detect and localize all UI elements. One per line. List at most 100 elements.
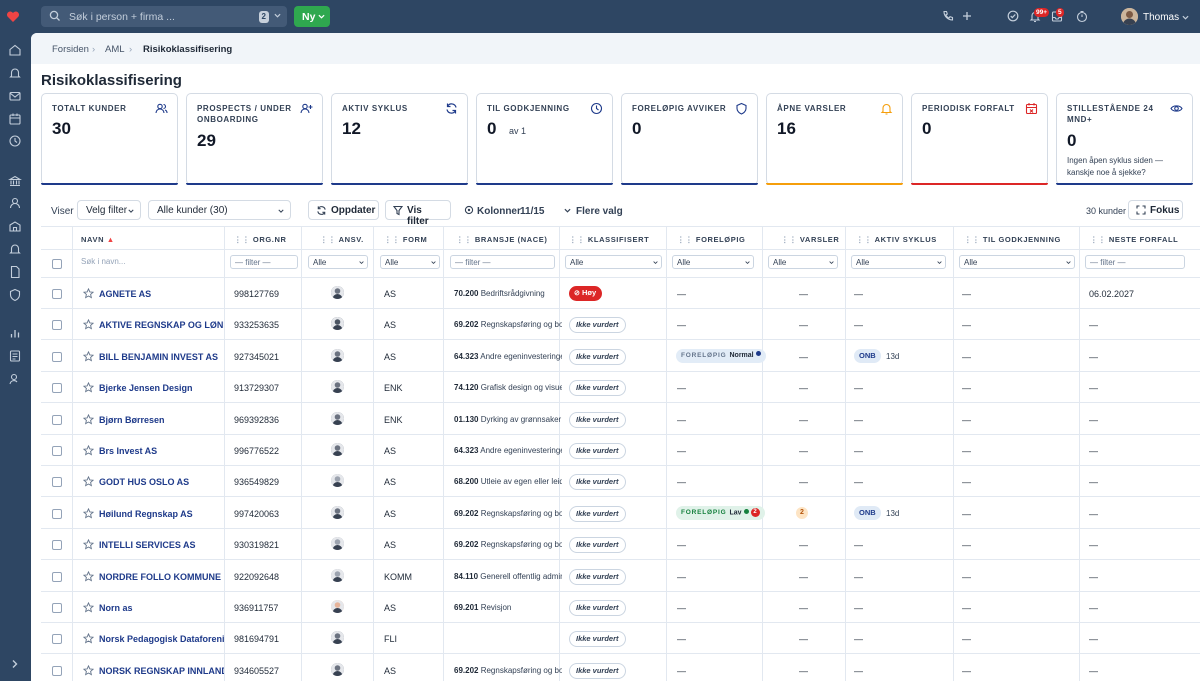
new-button[interactable]: Ny [294, 6, 330, 27]
classification-badge[interactable]: Ikke vurdert [569, 443, 626, 459]
col-header-orgnr[interactable]: ⋮⋮ ORG.NR [234, 235, 287, 244]
stat-card[interactable]: FORELØPIG AVVIKER 0 [621, 93, 758, 185]
columns-button[interactable]: Kolonner [477, 206, 521, 217]
responsible-avatar[interactable] [331, 505, 344, 519]
gear-icon[interactable] [464, 205, 474, 215]
star-icon[interactable] [83, 539, 94, 550]
row-checkbox[interactable] [52, 571, 62, 582]
classification-badge[interactable]: Ikke vurdert [569, 411, 626, 428]
classification-badge-high[interactable]: ⊘ Høy [569, 286, 603, 301]
row-checkbox[interactable] [52, 446, 62, 456]
alerts-count-badge[interactable]: 2 [796, 506, 808, 519]
responsible-avatar[interactable] [331, 411, 344, 425]
document-icon[interactable] [8, 265, 22, 279]
customers-select[interactable]: Alle kunder (30) [148, 200, 291, 220]
table-row[interactable]: NORDRE FOLLO KOMMUNE 922092648 KOMM 84.110 … [41, 561, 1200, 592]
customer-name-link[interactable]: Bjerke Jensen Design [99, 383, 193, 394]
col-header-active-cycle[interactable]: ⋮⋮ AKTIV SYKLUS [856, 235, 937, 244]
col-header-approval[interactable]: ⋮⋮ TIL GODKJENNING [964, 235, 1061, 244]
preliminary-badge[interactable]: FORELØPIG Normal [676, 348, 766, 363]
table-row[interactable]: Bjerke Jensen Design 913729307 ENK 74.120 G… [41, 372, 1200, 404]
star-icon[interactable] [83, 602, 94, 613]
customer-name-link[interactable]: Bjørn Børresen [99, 414, 165, 425]
row-checkbox[interactable] [52, 508, 62, 519]
table-row[interactable]: Brs Invest AS 996776522 AS 64.323 Andre ege… [41, 435, 1200, 466]
col-header-form[interactable]: ⋮⋮ FORM [384, 235, 428, 244]
focus-button[interactable]: Fokus [1128, 200, 1183, 220]
mail-icon[interactable] [8, 89, 22, 103]
customer-name-link[interactable]: Høilund Regnskap AS [99, 508, 193, 519]
plus-icon[interactable] [962, 10, 972, 22]
expand-sidebar-icon[interactable] [8, 657, 22, 671]
responsible-avatar[interactable] [331, 537, 344, 551]
user-avatar[interactable] [1121, 8, 1138, 25]
bank-icon[interactable] [8, 174, 22, 188]
breadcrumb-aml[interactable]: AML [105, 44, 125, 55]
customer-name-link[interactable]: Brs Invest AS [99, 446, 158, 456]
orgnr-filter-input[interactable]: — filter — [230, 255, 298, 269]
logo-icon[interactable] [6, 10, 20, 24]
star-icon[interactable] [83, 288, 94, 299]
row-checkbox[interactable] [52, 665, 62, 676]
chevron-down-icon[interactable] [1182, 14, 1189, 21]
star-icon[interactable] [83, 445, 94, 456]
filter-select[interactable]: Velg filter [77, 200, 141, 220]
row-checkbox[interactable] [52, 603, 62, 613]
customer-name-link[interactable]: AGNETE AS [99, 289, 152, 299]
table-row[interactable]: Bjørn Børresen 969392836 ENK 01.130 Dyrking… [41, 404, 1200, 435]
star-icon[interactable] [83, 476, 94, 487]
classification-badge[interactable]: Ikke vurdert [569, 568, 626, 585]
customer-name-link[interactable]: Norn as [99, 603, 133, 613]
chevron-down-icon[interactable] [564, 207, 571, 214]
col-header-next-due[interactable]: ⋮⋮ NESTE FORFALL [1090, 235, 1179, 244]
table-row[interactable]: NORSK REGNSKAP INNLANDET 934605527 AS 69.20… [41, 655, 1200, 681]
cycle-badge[interactable]: ONB [854, 505, 881, 520]
stat-card[interactable]: PROSPECTS / UNDER ONBOARDING 29 [186, 93, 323, 185]
customer-name-link[interactable]: NORSK REGNSKAP INNLANDET [99, 665, 224, 676]
col-header-classified[interactable]: ⋮⋮ KLASSIFISERT [569, 235, 650, 244]
building-icon[interactable] [8, 219, 22, 233]
timer-icon[interactable] [1076, 10, 1088, 23]
row-checkbox[interactable] [52, 634, 62, 645]
row-checkbox[interactable] [52, 414, 62, 425]
row-checkbox[interactable] [52, 477, 62, 488]
global-search[interactable]: Søk i person + firma ... 2 [41, 6, 287, 27]
calendar-icon[interactable] [8, 112, 22, 126]
classification-badge[interactable]: Ikke vurdert [569, 380, 626, 397]
alerts-filter-select[interactable]: Alle [768, 255, 838, 269]
approval-filter-select[interactable]: Alle [959, 255, 1075, 269]
customer-name-link[interactable]: Norsk Pedagogisk Dataforening [99, 634, 224, 645]
classification-badge[interactable]: Ikke vurdert [569, 537, 626, 554]
row-checkbox[interactable] [52, 289, 62, 299]
preliminary-badge[interactable]: FORELØPIG Lav 2 [676, 505, 765, 521]
clock-icon[interactable] [8, 134, 22, 148]
cycle-badge[interactable]: ONB [854, 348, 881, 363]
responsible-filter-select[interactable]: Alle [308, 255, 368, 269]
stat-card[interactable]: TOTALT KUNDER 30 [41, 93, 178, 185]
customer-name-link[interactable]: AKTIVE REGNSKAP OG LØNN [99, 320, 224, 331]
form-filter-select[interactable]: Alle [380, 255, 440, 269]
bell-icon[interactable] [8, 66, 22, 80]
customer-name-link[interactable]: GODT HUS OSLO AS [99, 477, 190, 488]
stat-card[interactable]: TIL GODKJENNING 0 av 1 [476, 93, 613, 185]
classified-filter-select[interactable]: Alle [565, 255, 662, 269]
stat-card[interactable]: PERIODISK FORFALT 0 [911, 93, 1048, 185]
responsible-avatar[interactable] [331, 631, 344, 645]
row-checkbox[interactable] [52, 383, 62, 394]
user-icon[interactable] [8, 196, 22, 210]
user-settings-icon[interactable] [8, 372, 22, 386]
classification-badge[interactable]: Ikke vurdert [569, 662, 626, 679]
star-icon[interactable] [83, 319, 94, 330]
user-name[interactable]: Thomas [1143, 12, 1180, 23]
responsible-avatar[interactable] [331, 317, 344, 331]
classification-badge[interactable]: Ikke vurdert [569, 505, 626, 522]
table-row[interactable]: Norsk Pedagogisk Dataforening 981694791 FL… [41, 623, 1200, 655]
col-header-preliminary[interactable]: ⋮⋮ FORELØPIG [677, 235, 746, 244]
star-icon[interactable] [83, 570, 94, 582]
responsible-avatar[interactable] [331, 474, 344, 488]
star-icon[interactable] [83, 664, 94, 676]
update-button[interactable]: Oppdater [308, 200, 379, 220]
classification-badge[interactable]: Ikke vurdert [569, 317, 626, 334]
col-header-responsible[interactable]: ⋮⋮ ANSV. [320, 235, 364, 244]
row-checkbox[interactable] [52, 351, 62, 362]
